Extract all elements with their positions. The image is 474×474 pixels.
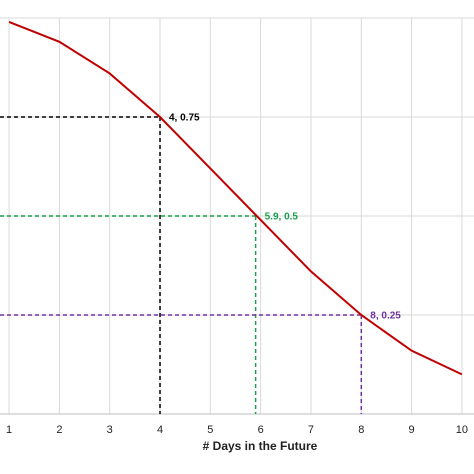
x-tick-label: 8 [358,424,364,436]
x-axis-title: # Days in the Future [203,439,318,453]
x-tick-label: 3 [107,424,113,436]
annotation-label: 4, 0.75 [169,113,200,124]
annotation-label: 8, 0.25 [370,311,401,322]
x-tick-label: 6 [258,424,264,436]
x-tick-label: 5 [207,424,213,436]
x-tick-label: 1 [6,424,12,436]
data-line [8,21,463,376]
x-tick-label: 2 [56,424,62,436]
x-tick-label: 4 [157,424,163,436]
annotation-label: 5.9, 0.5 [265,212,299,223]
x-tick-label: 10 [456,424,468,436]
x-tick-label: 7 [308,424,314,436]
x-tick-label: 9 [409,424,415,436]
